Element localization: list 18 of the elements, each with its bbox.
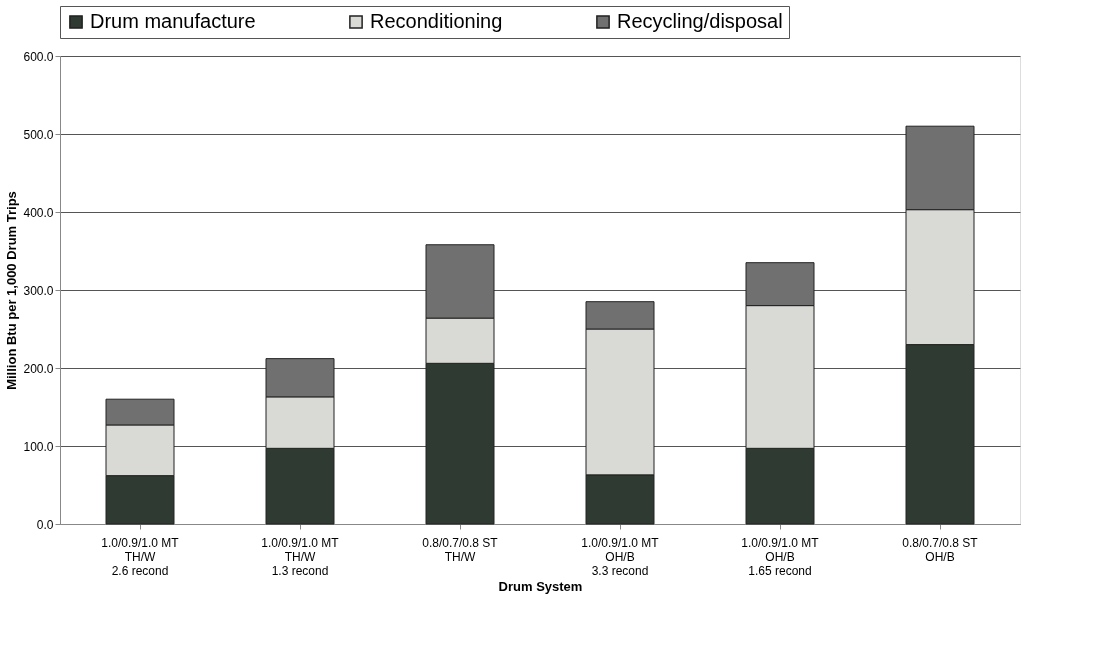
y-axis-title: Million Btu per 1,000 Drum Trips <box>4 191 20 390</box>
x-tick-label: 0.8/0.7/0.8 ST OH/B <box>902 535 979 564</box>
legend-label: Reconditioning <box>370 10 503 32</box>
y-tick-label: 600.0 <box>23 49 54 64</box>
legend-label: Drum manufacture <box>90 10 256 32</box>
x-tick-label: 1.0/0.9/1.0 MT TH/W 1.3 recond <box>261 535 340 578</box>
y-tick-label: 500.0 <box>23 127 54 142</box>
x-tick-label: 1.0/0.9/1.0 MT OH/B 3.3 recond <box>581 535 660 578</box>
y-tick-label: 200.0 <box>23 361 54 376</box>
x-tick-label: 1.0/0.9/1.0 MT OH/B 1.65 recond <box>741 535 820 578</box>
x-axis-title: Drum System <box>498 578 583 594</box>
x-tick-label: 1.0/0.9/1.0 MT TH/W 2.6 recond <box>101 535 180 578</box>
x-tick-label: 0.8/0.7/0.8 ST TH/W <box>422 535 499 564</box>
y-tick-label: 400.0 <box>23 205 54 220</box>
y-tick-label: 100.0 <box>23 439 54 454</box>
y-tick-label: 300.0 <box>23 283 54 298</box>
legend-label: Recycling/disposal <box>617 10 783 32</box>
y-tick-label: 0.0 <box>36 517 54 532</box>
